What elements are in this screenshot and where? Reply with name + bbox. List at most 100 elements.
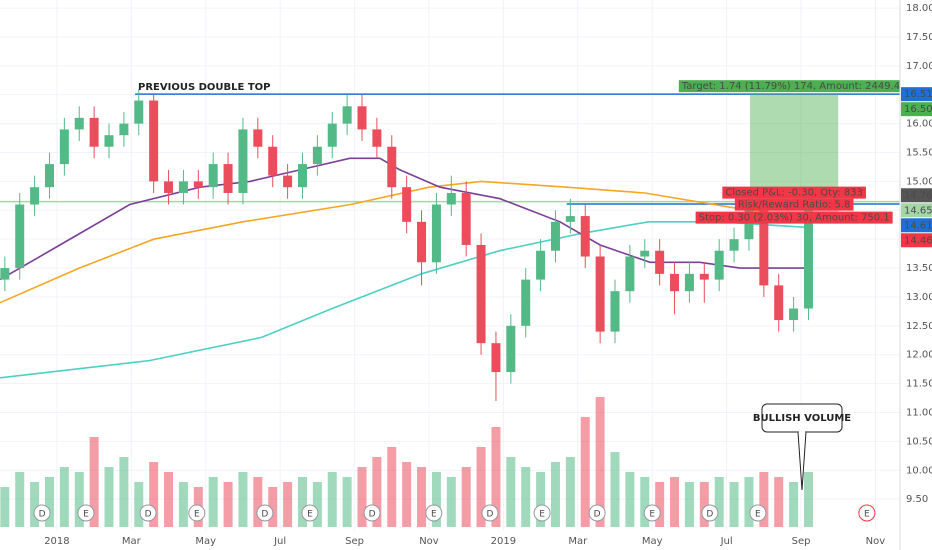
position-label: Closed P&L: -0.30, Qty: 833 (725, 188, 863, 199)
candle-body (640, 250, 650, 257)
event-marker (77, 504, 95, 522)
volume-bar (684, 482, 694, 527)
volume-bar (74, 472, 84, 527)
event-marker (301, 504, 319, 522)
y-tick-label: 15.00 (906, 176, 932, 187)
candle-body (149, 100, 159, 182)
price-tag (901, 188, 932, 203)
event-label: E (307, 510, 313, 520)
volume-bar (297, 477, 307, 527)
volume-bar (104, 467, 114, 527)
y-tick-label: 12.50 (906, 321, 932, 332)
event-label: E (864, 510, 870, 520)
event-marker (701, 504, 719, 522)
event-marker (533, 504, 551, 522)
y-tick-label: 13.00 (906, 292, 932, 303)
position-label: Risk/Reward Ratio: 5.8 (738, 200, 851, 211)
candle-body (119, 123, 129, 136)
volume-bar (30, 482, 40, 527)
event-label: E (194, 510, 200, 520)
volume-bar (134, 482, 144, 527)
candle-body (714, 250, 724, 280)
volume-bar (208, 477, 218, 527)
event-marker (33, 504, 51, 522)
y-tick-label: 9.50 (906, 494, 928, 505)
callout-pointer (797, 431, 807, 491)
volume-bar (119, 457, 129, 527)
volume-bar (268, 487, 278, 527)
volume-bar (312, 482, 322, 527)
candle-body (104, 135, 114, 147)
y-tick-label: 11.50 (906, 379, 932, 390)
price-tag (901, 87, 932, 102)
volume-bar (640, 477, 650, 527)
volume-bar (595, 397, 605, 527)
candle-body (625, 256, 635, 292)
event-marker (188, 504, 206, 522)
candle-body (297, 164, 307, 188)
candle-body (699, 273, 709, 280)
volume-bar (253, 477, 263, 527)
moving-average (0, 157, 810, 281)
volume-bar (789, 482, 799, 527)
volume-bar (580, 417, 590, 527)
position-label-bg (695, 211, 893, 224)
x-tick-label: Nov (419, 536, 439, 547)
y-tick-label: 12.00 (906, 350, 932, 361)
price-tag (901, 102, 932, 117)
candle-body (759, 210, 769, 286)
event-marker (481, 504, 499, 522)
event-marker (588, 504, 606, 522)
volume-bar (0, 487, 10, 527)
candle-body (610, 291, 620, 332)
event-marker (643, 504, 661, 522)
target-zone (750, 94, 839, 202)
volume-bar (342, 477, 352, 527)
volume-bar (417, 467, 427, 527)
volume-bar (89, 437, 99, 527)
x-tick-label: Jul (720, 536, 733, 547)
candle-body (134, 100, 144, 124)
y-tick-label: 17.00 (906, 61, 932, 72)
position-label-bg (678, 80, 910, 93)
volume-bar (164, 472, 174, 527)
event-label: E (431, 510, 437, 520)
x-tick-label: May (195, 536, 216, 547)
y-tick-label: 10.50 (906, 436, 932, 447)
volume-bar (387, 447, 397, 527)
volume-bar (372, 457, 382, 527)
y-tick-label: 17.50 (906, 32, 932, 43)
candle-body (372, 129, 382, 147)
candle-body (59, 129, 69, 165)
volume-bar (729, 482, 739, 527)
event-label: E (649, 510, 655, 520)
candle-body (655, 250, 665, 274)
volume-bar (491, 427, 501, 527)
candle-body (178, 181, 188, 193)
candle-body (506, 325, 516, 373)
x-tick-label: Mar (122, 536, 142, 547)
x-tick-label: Sep (345, 536, 364, 547)
candle-body (729, 239, 739, 251)
y-tick-label: 16.00 (906, 119, 932, 130)
event-marker (858, 504, 876, 522)
volume-bar (238, 472, 248, 527)
y-tick-label: 13.50 (906, 263, 932, 274)
volume-bar (461, 467, 471, 527)
volume-bar (521, 467, 531, 527)
y-tick-label: 11.00 (906, 408, 932, 419)
volume-bar (610, 452, 620, 527)
volume-bar (550, 462, 560, 527)
annotation: PREVIOUS DOUBLE TOP (138, 82, 271, 93)
volume-bar (327, 472, 337, 527)
candle-body (402, 187, 412, 222)
candle-body (327, 123, 337, 147)
candle-body (789, 308, 799, 321)
volume-bar (223, 482, 233, 527)
x-tick-label: 2018 (44, 536, 69, 547)
candle-body (74, 117, 84, 130)
candle-body (342, 106, 352, 124)
candle-body (283, 175, 293, 188)
candle-body (417, 221, 427, 263)
